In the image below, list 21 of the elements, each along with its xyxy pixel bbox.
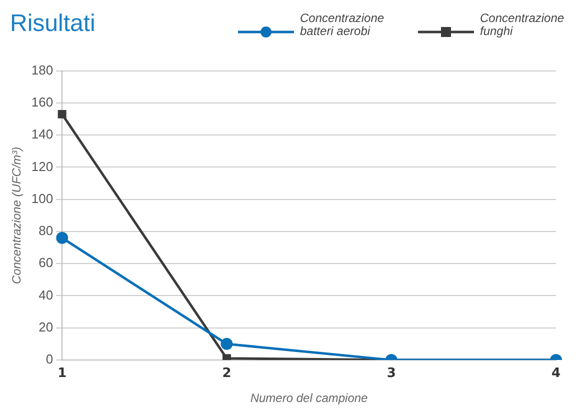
x-tick-label: 4	[551, 366, 561, 382]
point	[58, 110, 66, 118]
chart-title: Risultati	[10, 10, 96, 38]
legend-label: Concentrazione funghi	[480, 11, 566, 38]
y-axis-title: Concentrazione (UFC/m³)	[10, 146, 24, 284]
y-tick-label: 20	[38, 319, 54, 334]
point	[56, 232, 68, 244]
x-tick-label: 2	[222, 366, 232, 382]
y-tick-label: 80	[38, 223, 54, 238]
x-tick-label: 3	[386, 366, 396, 382]
y-tick-label: 120	[31, 158, 54, 174]
y-tick-label: 160	[31, 94, 54, 110]
y-tick-label: 40	[38, 287, 54, 302]
y-tick-label: 0	[46, 352, 54, 367]
x-tick-label: 1	[58, 366, 67, 382]
legend-label: Concentrazione batteri aerobi	[300, 11, 386, 38]
y-tick-label: 60	[38, 255, 54, 270]
y-tick-label: 180	[31, 62, 54, 78]
y-tick-label: 140	[31, 126, 54, 142]
x-axis-title: Numero del campione	[250, 391, 368, 406]
y-tick-label: 100	[31, 190, 54, 206]
